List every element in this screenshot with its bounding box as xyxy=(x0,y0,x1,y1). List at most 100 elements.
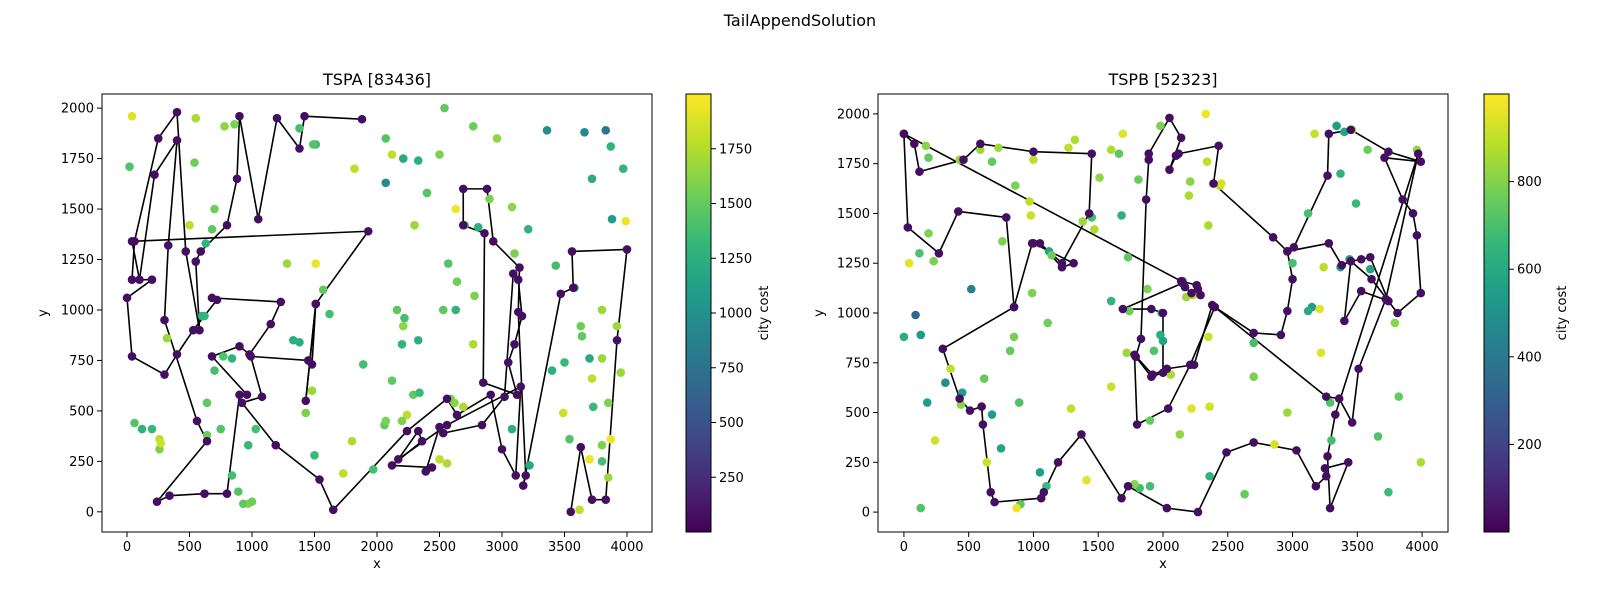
route-segment xyxy=(424,426,441,472)
colorbar-tick-label: 1750 xyxy=(719,142,752,157)
city-point xyxy=(1310,129,1319,139)
route-city-point xyxy=(1147,304,1156,314)
route-city-point xyxy=(511,471,521,480)
x-tick: 1500 xyxy=(298,532,331,555)
city-point xyxy=(227,354,237,363)
city-point xyxy=(922,398,932,407)
x-tick: 2500 xyxy=(423,532,456,555)
city-point xyxy=(510,249,519,258)
y-tick: 750 xyxy=(845,356,878,371)
route-segment xyxy=(1197,452,1228,513)
city-point xyxy=(387,376,397,385)
y-axis-label: y xyxy=(36,309,51,317)
route-city-point xyxy=(1141,195,1151,204)
city-point xyxy=(1249,372,1258,382)
route-segment xyxy=(126,279,153,299)
route-city-point xyxy=(127,275,137,284)
route-segment xyxy=(1357,298,1387,370)
city-point xyxy=(904,258,914,268)
colorbar-tick: 1750 xyxy=(711,142,752,157)
route-city-point xyxy=(417,436,427,446)
route-city-point xyxy=(1292,446,1301,455)
city-point xyxy=(127,111,137,121)
city-point xyxy=(1143,284,1152,294)
route-city-point xyxy=(965,406,975,415)
colorbar-tick-label: 1500 xyxy=(719,197,752,212)
city-point xyxy=(597,354,607,363)
route-segment xyxy=(184,251,201,331)
route-segment xyxy=(482,381,518,396)
route-segment xyxy=(1080,434,1123,499)
city-point xyxy=(397,339,407,349)
route-segment xyxy=(1326,414,1337,457)
route-segment xyxy=(517,311,527,476)
city-point xyxy=(1394,392,1404,401)
route-segment xyxy=(1226,441,1254,454)
x-tick: 1500 xyxy=(1082,532,1115,555)
y-tick: 750 xyxy=(69,354,102,369)
city-point xyxy=(606,434,616,444)
route-segment xyxy=(482,233,486,383)
city-point xyxy=(1009,332,1019,342)
route-city-point xyxy=(160,315,169,325)
route-city-point xyxy=(1393,308,1402,318)
city-point xyxy=(295,337,304,347)
route-city-point xyxy=(1176,133,1186,143)
route-city-point xyxy=(195,325,204,335)
route-segment xyxy=(248,323,272,355)
route-city-point xyxy=(1356,254,1366,264)
route-city-point xyxy=(232,174,242,184)
city-point xyxy=(994,143,1003,153)
route-city-point xyxy=(413,426,423,436)
y-tick-label: 1000 xyxy=(61,303,94,318)
y-tick: 1500 xyxy=(837,207,878,222)
y-tick-label: 1250 xyxy=(837,257,870,272)
route-segment xyxy=(1145,159,1150,200)
city-point xyxy=(1095,173,1104,182)
colorbar: 200 400 600 800 city cost xyxy=(1483,93,1570,533)
route-city-point xyxy=(172,350,182,359)
colorbar-tick: 750 xyxy=(711,361,744,376)
route-segment xyxy=(406,398,448,432)
city-point xyxy=(587,374,597,383)
route-segment xyxy=(938,211,960,254)
y-tick-label: 2000 xyxy=(61,102,94,117)
city-point xyxy=(1319,262,1328,272)
route-city-point xyxy=(568,283,578,293)
route-city-point xyxy=(1207,300,1217,310)
route-city-point xyxy=(1334,394,1344,403)
route-city-point xyxy=(576,442,586,452)
city-point xyxy=(1149,346,1159,356)
city-point xyxy=(542,126,552,135)
route-segment xyxy=(153,139,178,176)
city-point xyxy=(1106,145,1116,155)
route-city-point xyxy=(954,207,963,216)
route-city-point xyxy=(955,394,964,403)
route-city-point xyxy=(363,226,373,236)
colorbar-tick: 250 xyxy=(711,471,744,486)
tspa-panel: TSPA [83436]0 500 1000 1500 2000 2500 3000 3500… xyxy=(36,70,772,572)
route-city-point xyxy=(458,220,468,230)
city-point xyxy=(398,321,408,331)
route-city-point xyxy=(601,495,611,505)
x-tick-label: 1000 xyxy=(235,540,268,555)
city-point xyxy=(387,150,397,159)
route-segment xyxy=(257,118,278,220)
route-city-point xyxy=(1346,256,1356,266)
route-city-point xyxy=(1144,155,1154,164)
y-tick: 1000 xyxy=(837,307,878,322)
route-segment xyxy=(1005,217,1015,308)
route-city-point xyxy=(1381,294,1391,304)
route-city-point xyxy=(1162,364,1172,374)
route-city-point xyxy=(1367,274,1376,284)
city-point xyxy=(1122,348,1132,358)
colorbar-tick-label: 500 xyxy=(719,416,744,431)
route-city-point xyxy=(515,263,524,272)
route-city-point xyxy=(512,390,522,400)
route-segment xyxy=(226,178,238,226)
route-segment xyxy=(1167,364,1191,409)
route-city-point xyxy=(147,275,157,284)
y-tick: 500 xyxy=(69,404,102,419)
route-city-point xyxy=(1408,209,1418,218)
y-tick-label: 0 xyxy=(86,505,94,520)
